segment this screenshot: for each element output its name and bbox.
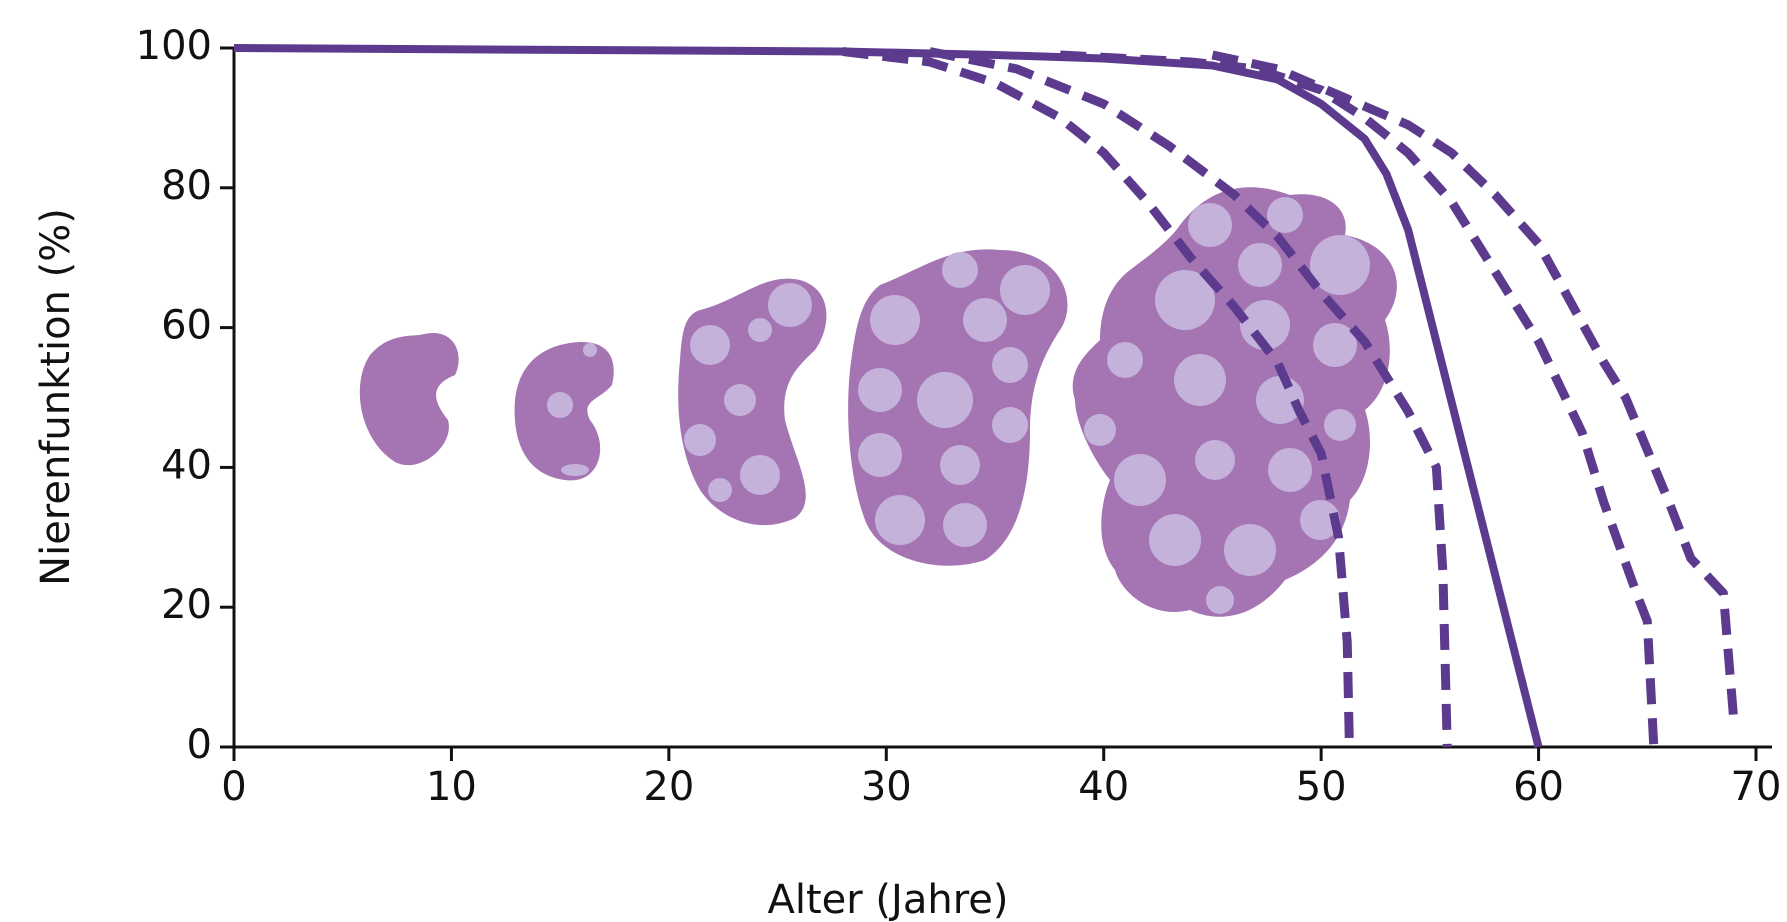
kidney-illustrations <box>360 187 1397 617</box>
x-tick-label: 60 <box>1513 764 1564 810</box>
x-tick-label: 10 <box>426 764 477 810</box>
y-tick-label: 40 <box>161 442 212 488</box>
kidney-3 <box>678 279 826 526</box>
kidney-2 <box>515 342 614 480</box>
y-tick-label: 80 <box>161 163 212 209</box>
y-tick-label: 0 <box>187 722 212 768</box>
x-tick-label: 40 <box>1078 764 1129 810</box>
x-tick-label: 0 <box>221 764 246 810</box>
kidney-5 <box>1073 187 1397 617</box>
y-tick-label: 100 <box>136 23 212 69</box>
x-tick-label: 50 <box>1296 764 1347 810</box>
y-tick-label: 20 <box>161 582 212 628</box>
chart: Alter (Jahre) Nierenfunktion (%) 0 20 40 60… <box>0 0 1787 922</box>
y-tick-label: 60 <box>161 303 212 349</box>
x-tick-label: 20 <box>643 764 694 810</box>
kidney-1 <box>360 333 459 465</box>
x-tick-label: 30 <box>861 764 912 810</box>
x-tick-label: 70 <box>1731 764 1782 810</box>
kidney-4 <box>848 249 1067 565</box>
y-axis-label: Nierenfunktion (%) <box>33 208 79 586</box>
x-axis-label: Alter (Jahre) <box>768 877 1009 922</box>
